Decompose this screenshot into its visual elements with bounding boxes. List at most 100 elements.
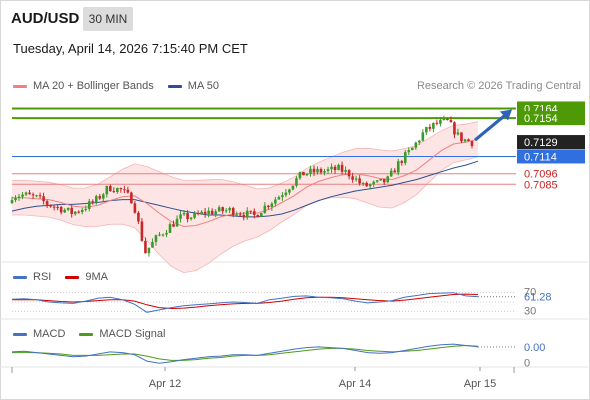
candle-body [98,196,102,199]
price-label-box [517,111,585,126]
candle-body [386,176,390,183]
candle-body [295,178,298,186]
candle-body [323,171,326,173]
bollinger-upper-line [12,121,479,190]
candle-body [158,234,161,236]
candle-body [130,192,133,204]
candle-body [337,164,340,171]
candle-body [263,205,267,214]
candle-body [21,194,24,197]
rsi-level-label-70: 70 [524,287,536,299]
candle-body [281,195,284,198]
candle-body [305,173,309,176]
candle-body [456,132,460,135]
price-label-box [517,135,585,150]
macd-signal-line [12,344,479,361]
candle-body [105,185,109,195]
candle-body [312,168,316,173]
candle-body [80,209,84,212]
candle-body [193,213,196,218]
candle-body [344,170,347,172]
candle-body [449,120,453,123]
timestamp: Tuesday, April 14, 2026 7:15:40 PM CET [13,41,248,56]
macd-legend: MACD MACD Signal [13,328,165,340]
candle-body [358,178,361,184]
candle-body [182,212,186,215]
rsi-legend-swatch [13,275,27,279]
candle-body [175,218,179,227]
candle-body [435,122,439,124]
candle-body [442,119,446,121]
candle-body [375,180,379,182]
candle-body [274,199,277,204]
candle-body [316,168,319,173]
x-axis-tick-label: Apr 12 [149,378,181,390]
candle-body [249,210,253,212]
macd-value-label: 0.00 [524,342,545,354]
candle-body [291,185,295,190]
candle-body [189,217,193,220]
macd-legend-label: MACD [33,328,66,340]
candle-body [224,210,228,212]
candle-body [260,213,263,217]
candle-body [382,178,386,183]
macd-zero-label: 0 [524,358,530,370]
macd-signal-legend-swatch [79,332,94,336]
candle-body [63,209,66,213]
macd-line [11,343,479,364]
candle-body [421,132,425,141]
candle-body [425,126,428,133]
candle-body [147,247,151,254]
candle-body [238,214,242,216]
candle-body [467,139,470,142]
rsi-9ma-legend-swatch [65,275,80,279]
candle-body [179,214,182,219]
candle-body [470,141,474,146]
candle-body [116,188,119,192]
ma20-legend-label: MA 20 + Bollinger Bands [33,80,154,92]
candle-body [379,178,383,181]
candle-body [38,195,42,197]
candle-body [42,196,45,202]
candle-body [168,224,172,233]
candle-body [56,206,59,208]
candle-body [109,185,112,192]
candle-body [49,204,52,207]
candle-body [10,200,14,203]
candle-body [389,170,393,177]
candle-body [245,210,249,218]
candle-body [330,166,333,170]
candle-body [439,119,442,124]
candle-body [270,203,274,208]
candle-body [365,182,368,187]
bollinger-band-fill [12,121,478,273]
candle-body [101,194,105,199]
candle-body [284,192,288,196]
timeframe-button[interactable]: 30 MIN [83,7,133,31]
candle-body [463,139,467,142]
candle-body [137,212,140,222]
price-label-last-price: 0.7129 [524,137,558,149]
candle-body [288,189,291,193]
candle-body [77,211,81,213]
candle-body [165,232,168,235]
candle-body [140,221,144,241]
candle-body [31,194,35,196]
candle-body [196,213,200,215]
candle-body [35,195,38,197]
candle-body [372,181,375,185]
candle-body [256,214,260,217]
candle-body [231,207,235,216]
candle-body [400,161,404,163]
candle-body [133,203,137,213]
candle-body [210,210,214,215]
candle-body [73,211,77,215]
price-label-support: 0.7085 [524,179,558,191]
candle-body [119,188,123,190]
x-axis-tick-label: Apr 15 [464,378,496,390]
candle-body [24,192,28,195]
candle-body [228,207,232,211]
candle-body [70,207,73,215]
candle-body [45,201,49,205]
candle-body [87,201,91,209]
